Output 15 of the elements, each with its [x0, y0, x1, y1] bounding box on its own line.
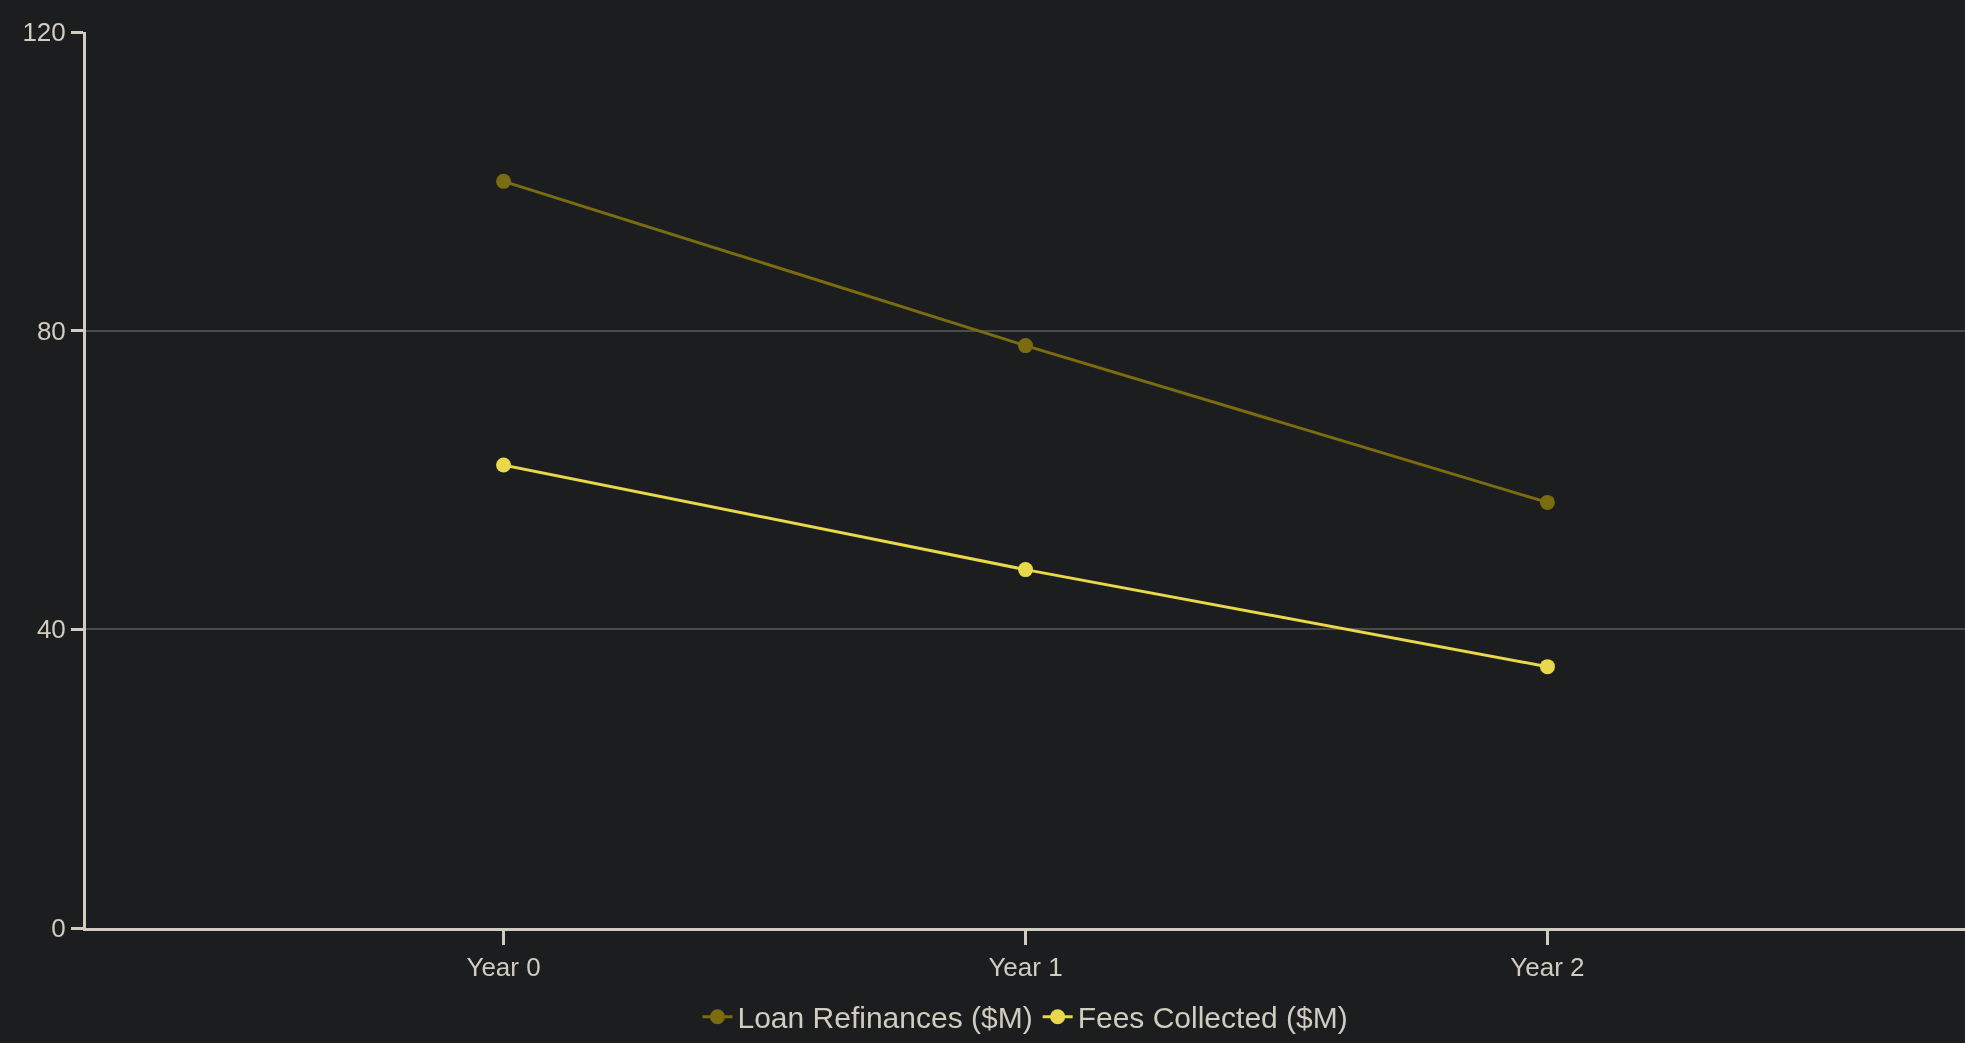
- x-tick-label: Year 0: [466, 952, 541, 983]
- point: [1018, 338, 1033, 354]
- y-tick-label: 40: [36, 614, 66, 645]
- point: [496, 173, 512, 189]
- point: [1539, 494, 1555, 510]
- y-tick-label: 80: [36, 315, 66, 346]
- x-tick-label: Year 2: [1510, 952, 1585, 983]
- y-tick-label: 120: [22, 17, 66, 48]
- point: [1539, 659, 1555, 675]
- point: [1018, 562, 1033, 578]
- legend-label: Fees Collected ($M): [1077, 1001, 1348, 1035]
- x-tick-label: Year 1: [988, 952, 1063, 983]
- legend-label: Loan Refinances ($M): [737, 1001, 1033, 1035]
- y-tick-label: 0: [51, 913, 66, 944]
- point: [496, 457, 512, 473]
